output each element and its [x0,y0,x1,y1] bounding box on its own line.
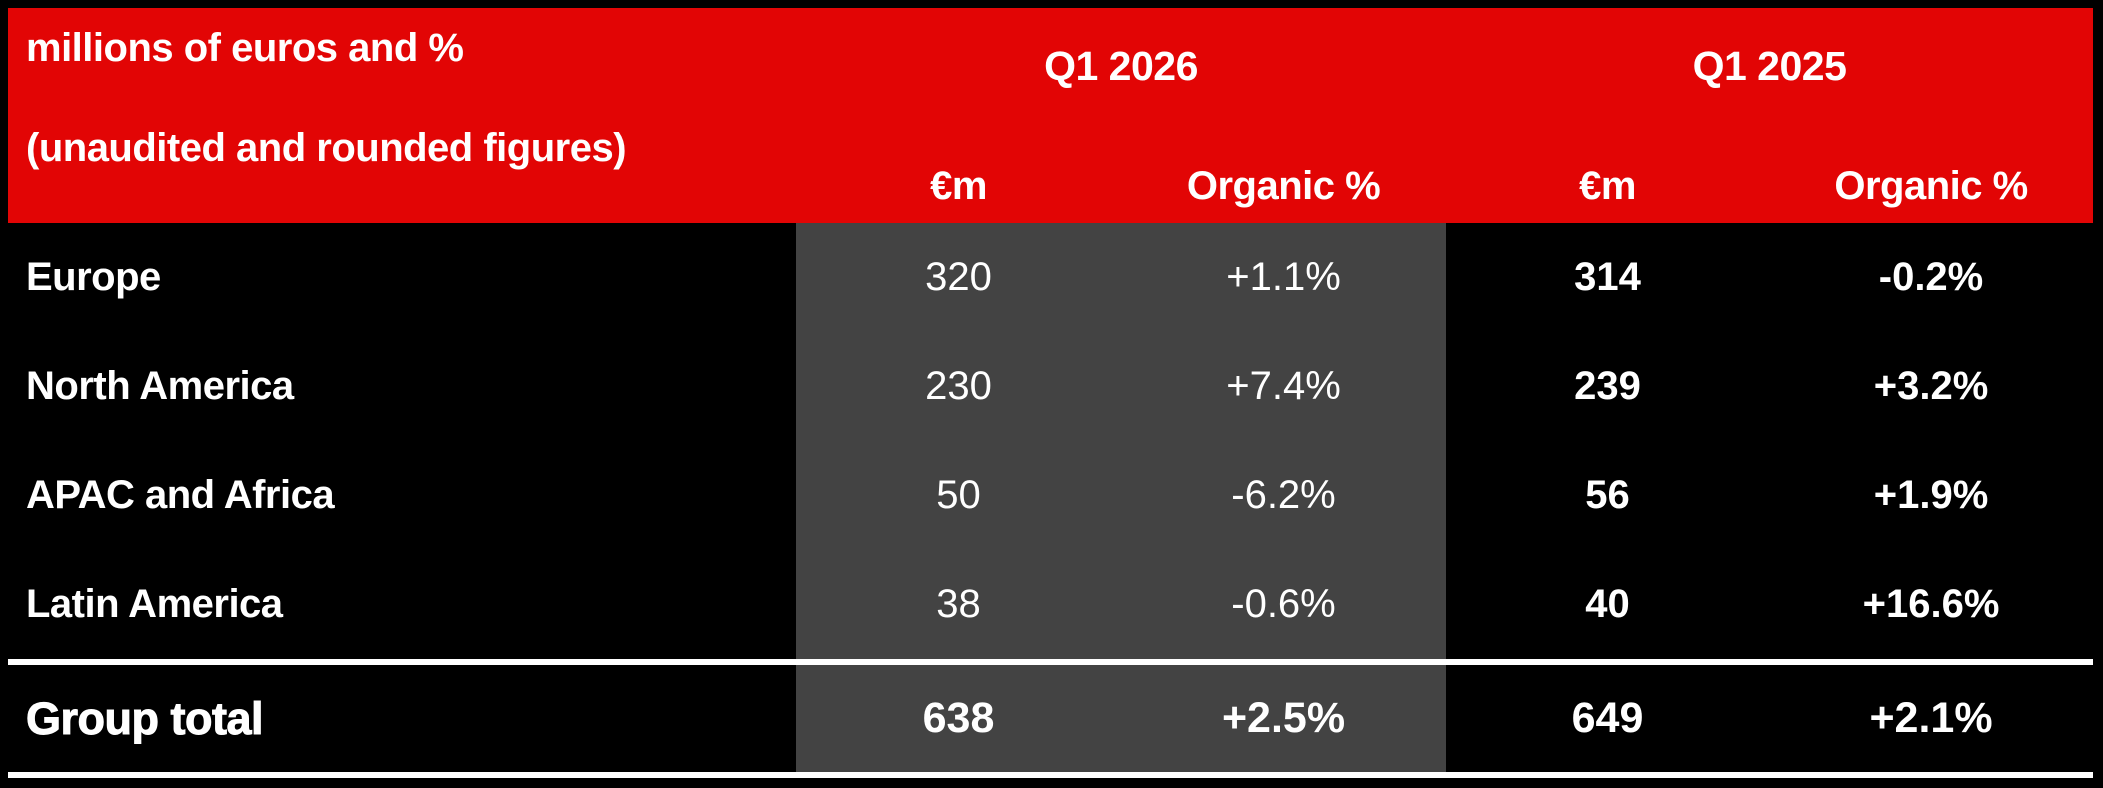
q1-2025-eur-value: 239 [1574,364,1641,408]
table-inner: millions of euros and % (unaudited and r… [8,8,2093,778]
q1-2025-eur-value: 40 [1585,582,1630,626]
separator-line [8,659,2093,665]
total-row-label: Group total [26,692,264,744]
q1-2025-eur-value: 56 [1585,473,1630,517]
q1-2025-organic-value: +1.9% [1873,473,1989,517]
q1-2026-organic-value: -0.6% [1121,550,1446,659]
q1-2026-organic-value: +1.1% [1121,223,1446,332]
q1-2026-eur-value: 320 [796,223,1121,332]
table-row-north-america: North America 230 +7.4% 239 +3.2% [8,332,2093,441]
row-label: Europe [26,255,161,299]
q1-2026-eur-value: 38 [796,550,1121,659]
units-note-line2: (unaudited and rounded figures) [26,126,627,170]
column-header-organic-2025: Organic % [1834,164,2028,208]
q1-2026-organic-value: -6.2% [1121,441,1446,550]
q1-2026-organic-total: +2.5% [1121,665,1446,772]
units-note-line1: millions of euros and % [26,26,464,70]
q1-2026-eur-value: 50 [796,441,1121,550]
q1-2026-eur-value: 230 [796,332,1121,441]
row-label: Latin America [26,582,283,626]
period-header-q1-2025: Q1 2025 [1692,43,1847,89]
table-row-europe: Europe 320 +1.1% 314 -0.2% [8,223,2093,332]
period-header-q1-2026: Q1 2026 [1044,43,1198,89]
units-note: millions of euros and % (unaudited and r… [26,23,627,173]
q1-2026-organic-value: +7.4% [1121,332,1446,441]
column-header-eur-2025: €m [1579,164,1636,208]
q1-2026-eur-total: 638 [796,665,1121,772]
q1-2025-eur-total: 649 [1571,694,1644,742]
table-row-latin-america: Latin America 38 -0.6% 40 +16.6% [8,550,2093,659]
table-row-apac-africa: APAC and Africa 50 -6.2% 56 +1.9% [8,441,2093,550]
column-header-eur-2026: €m [930,164,987,208]
row-label: North America [26,364,294,408]
q1-2025-organic-value: -0.2% [1878,255,1984,299]
bottom-border-line [8,772,2093,778]
table-row-group-total: Group total 638 +2.5% 649 +2.1% [8,665,2093,772]
table-header-band: millions of euros and % (unaudited and r… [8,8,2093,223]
column-header-organic-2026: Organic % [1186,164,1381,208]
q1-2025-organic-total: +2.1% [1869,694,1993,742]
q1-2025-organic-value: +16.6% [1862,582,2000,626]
q1-2025-eur-value: 314 [1574,255,1641,299]
row-label: APAC and Africa [26,473,335,517]
q1-2025-organic-value: +3.2% [1873,364,1989,408]
